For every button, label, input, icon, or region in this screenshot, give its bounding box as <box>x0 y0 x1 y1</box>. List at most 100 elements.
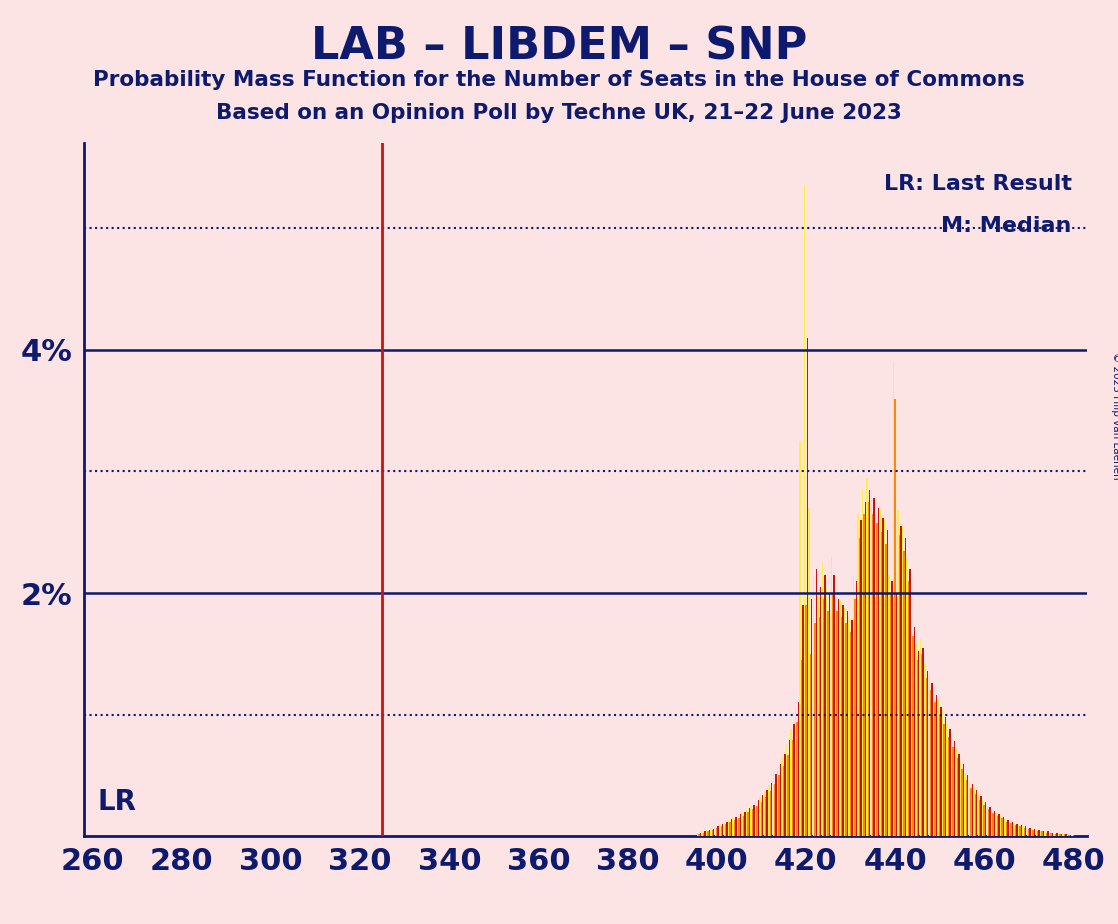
Bar <box>817 593 818 836</box>
Bar <box>747 812 749 836</box>
Bar <box>908 581 909 836</box>
Bar <box>875 498 877 836</box>
Bar <box>781 757 783 836</box>
Bar <box>948 736 949 836</box>
Bar <box>885 544 887 836</box>
Bar <box>986 806 988 836</box>
Bar <box>966 780 967 836</box>
Text: LR: Last Result: LR: Last Result <box>883 175 1072 194</box>
Bar <box>1048 832 1049 836</box>
Bar <box>1004 820 1006 836</box>
Bar <box>949 729 950 836</box>
Bar <box>955 748 957 836</box>
Bar <box>993 813 994 836</box>
Bar <box>760 802 762 836</box>
Bar <box>798 702 799 836</box>
Bar <box>909 569 910 836</box>
Bar <box>979 800 980 836</box>
Bar <box>1006 821 1007 836</box>
Bar <box>945 717 946 836</box>
Bar <box>959 760 961 836</box>
Bar <box>929 675 930 836</box>
Bar <box>854 599 855 836</box>
Bar <box>823 599 824 836</box>
Bar <box>946 724 948 836</box>
Bar <box>893 362 894 836</box>
Bar <box>749 808 750 836</box>
Bar <box>762 795 764 836</box>
Bar <box>776 774 777 836</box>
Bar <box>811 599 813 836</box>
Bar <box>1054 833 1057 836</box>
Bar <box>935 702 936 836</box>
Bar <box>916 644 917 836</box>
Bar <box>1033 830 1034 836</box>
Bar <box>783 766 785 836</box>
Bar <box>713 829 714 836</box>
Bar <box>771 783 773 836</box>
Bar <box>912 636 913 836</box>
Bar <box>828 593 831 836</box>
Text: © 2023 Filip van Laenen: © 2023 Filip van Laenen <box>1111 352 1118 480</box>
Bar <box>804 186 805 836</box>
Bar <box>759 797 760 836</box>
Bar <box>764 793 765 836</box>
Bar <box>917 660 918 836</box>
Bar <box>697 833 699 836</box>
Bar <box>907 559 908 836</box>
Bar <box>1030 828 1031 836</box>
Bar <box>869 490 871 836</box>
Bar <box>936 695 937 836</box>
Bar <box>1011 823 1012 836</box>
Bar <box>997 816 998 836</box>
Bar <box>851 620 853 836</box>
Bar <box>844 608 845 836</box>
Bar <box>1058 833 1059 836</box>
Bar <box>964 773 966 836</box>
Bar <box>729 821 731 836</box>
Bar <box>944 724 945 836</box>
Bar <box>849 617 850 836</box>
Bar <box>968 782 970 836</box>
Bar <box>930 690 931 836</box>
Bar <box>703 833 704 836</box>
Bar <box>789 740 790 836</box>
Bar <box>931 683 932 836</box>
Bar <box>705 830 707 836</box>
Bar <box>1044 832 1045 836</box>
Bar <box>1039 830 1040 836</box>
Bar <box>792 740 794 836</box>
Bar <box>778 775 780 836</box>
Bar <box>699 833 700 836</box>
Bar <box>1045 833 1048 836</box>
Bar <box>927 671 928 836</box>
Bar <box>751 809 754 836</box>
Bar <box>918 651 919 836</box>
Bar <box>873 498 875 836</box>
Bar <box>774 784 776 836</box>
Bar <box>796 722 798 836</box>
Bar <box>806 338 808 836</box>
Bar <box>1071 835 1072 836</box>
Bar <box>853 575 854 836</box>
Bar <box>745 812 746 836</box>
Bar <box>1072 835 1074 836</box>
Bar <box>831 556 832 836</box>
Bar <box>967 775 968 836</box>
Bar <box>787 755 789 836</box>
Bar <box>934 687 935 836</box>
Bar <box>826 587 827 836</box>
Bar <box>940 708 941 836</box>
Bar <box>920 639 921 836</box>
Bar <box>858 514 859 836</box>
Bar <box>822 563 823 836</box>
Bar <box>863 514 864 836</box>
Bar <box>754 805 755 836</box>
Bar <box>896 593 897 836</box>
Bar <box>999 816 1002 836</box>
Bar <box>711 830 713 836</box>
Bar <box>921 654 922 836</box>
Bar <box>732 818 733 836</box>
Bar <box>704 832 705 836</box>
Bar <box>720 826 722 836</box>
